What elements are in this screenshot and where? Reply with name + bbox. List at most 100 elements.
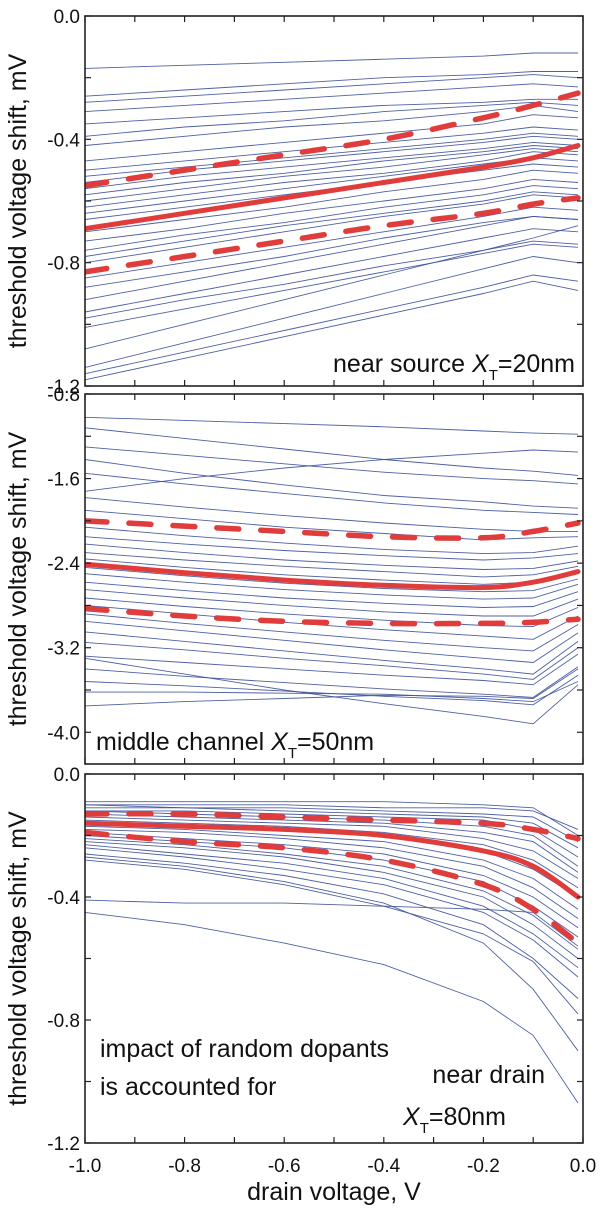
annotation-symbol: X: [270, 728, 289, 756]
device-trace: [85, 597, 579, 628]
y-tick-label: -0.4: [47, 888, 80, 909]
y-tick-label: 0.0: [54, 7, 80, 28]
device-trace: [85, 83, 579, 113]
device-trace: [85, 911, 579, 1104]
device-trace: [85, 847, 579, 978]
device-trace: [85, 844, 579, 969]
device-trace: [85, 225, 579, 350]
device-trace: [85, 215, 579, 301]
annotation-prefix: near source: [333, 350, 472, 378]
device-trace: [85, 151, 579, 208]
device-trace: [85, 228, 579, 313]
device-trace: [85, 194, 579, 264]
device-trace: [85, 807, 579, 849]
device-trace: [85, 52, 578, 69]
panel-annotation: middle channel XT=50nm: [96, 728, 374, 762]
y-tick-label: -0.8: [47, 254, 80, 275]
y-tick-label: -2.4: [47, 554, 80, 575]
device-trace: [85, 804, 579, 830]
device-trace: [85, 185, 579, 251]
annotation-value: =50nm: [297, 728, 374, 756]
y-axis-title: threshold voltage shift, mV: [4, 811, 32, 1106]
panel-middle-channel: -0.8 -1.6 -2.4 -3.2 -4.0 threshold voltage sh…: [4, 385, 584, 765]
x-axis-title: drain voltage, V: [247, 1178, 421, 1206]
panel-near-source: 0.0 -0.4 -0.8 -1.2 threshold voltage shift, …: [4, 7, 584, 398]
device-trace: [85, 552, 579, 578]
device-trace: [85, 831, 579, 929]
device-trace: [85, 657, 579, 725]
device-trace: [85, 169, 579, 233]
mean-line: [85, 561, 581, 591]
device-trace: [85, 666, 579, 698]
lower-sigma-line: [85, 195, 581, 275]
device-trace: [85, 449, 579, 492]
x-tick-label: -0.8: [168, 1156, 201, 1177]
panel-near-drain: 0.0 -0.4 -0.8 -1.2 threshold voltage shift, …: [4, 765, 584, 1155]
device-trace: [85, 74, 579, 103]
device-trace: [85, 819, 579, 889]
device-trace: [85, 899, 579, 947]
device-trace: [85, 526, 579, 555]
device-trace: [85, 828, 579, 919]
device-trace: [85, 813, 579, 873]
device-trace: [85, 853, 579, 999]
x-tick-label: -0.4: [367, 1156, 400, 1177]
annotation-subscript: T: [288, 745, 297, 762]
panel-plot-area: [85, 52, 581, 381]
device-trace: [85, 132, 579, 177]
device-trace: [85, 674, 579, 706]
device-trace: [85, 581, 579, 608]
panel-annotation: near source XT=20nm: [333, 350, 575, 384]
device-trace: [85, 801, 579, 836]
device-trace: [85, 816, 579, 879]
device-trace: [85, 98, 578, 125]
device-trace: [85, 240, 579, 319]
panel-plot-area: [85, 801, 581, 1104]
device-trace: [85, 497, 578, 532]
device-trace: [85, 274, 579, 375]
device-trace: [85, 141, 579, 190]
device-trace: [85, 416, 579, 435]
y-tick-label: -3.2: [47, 639, 80, 660]
device-trace: [85, 114, 579, 162]
device-trace: [85, 280, 579, 381]
device-trace: [85, 459, 579, 509]
upper-sigma-line: [85, 518, 581, 541]
annotation-subscript: T: [420, 1120, 429, 1137]
y-tick-label: -0.8: [47, 1011, 80, 1032]
x-tick-label: -0.6: [268, 1156, 301, 1177]
y-tick-label: -4.0: [47, 723, 80, 744]
device-trace: [85, 641, 579, 680]
device-trace: [85, 681, 579, 703]
device-trace: [85, 145, 579, 196]
lower-sigma-line: [85, 605, 581, 627]
device-trace: [85, 856, 579, 1052]
panel-annotation-label: near drain: [432, 1061, 545, 1089]
lower-sigma-line: [85, 829, 581, 946]
y-tick-label: -0.4: [47, 130, 80, 151]
annotation-value: =20nm: [498, 350, 575, 378]
random-dopants-note: impact of random dopants: [100, 1035, 389, 1063]
device-trace: [85, 620, 579, 663]
device-trace: [85, 613, 579, 652]
device-trace: [85, 589, 579, 617]
device-trace: [85, 566, 579, 593]
y-tick-label: -1.2: [47, 1134, 80, 1155]
mean-line: [85, 143, 581, 232]
device-trace: [85, 631, 579, 675]
device-trace: [85, 206, 579, 279]
device-trace: [85, 838, 579, 950]
device-trace: [85, 126, 579, 171]
upper-sigma-line: [85, 90, 581, 189]
plot-frame: [84, 393, 584, 765]
annotation-symbol: X: [471, 350, 490, 378]
device-trace: [85, 472, 579, 515]
device-trace: [85, 841, 579, 959]
upper-sigma-line: [85, 811, 581, 842]
x-tick-label: 0.0: [570, 1156, 596, 1177]
device-trace: [85, 446, 579, 485]
y-tick-label: -0.8: [47, 385, 80, 406]
y-tick-label: -1.2: [47, 377, 80, 398]
random-dopants-note: is accounted for: [100, 1073, 277, 1101]
